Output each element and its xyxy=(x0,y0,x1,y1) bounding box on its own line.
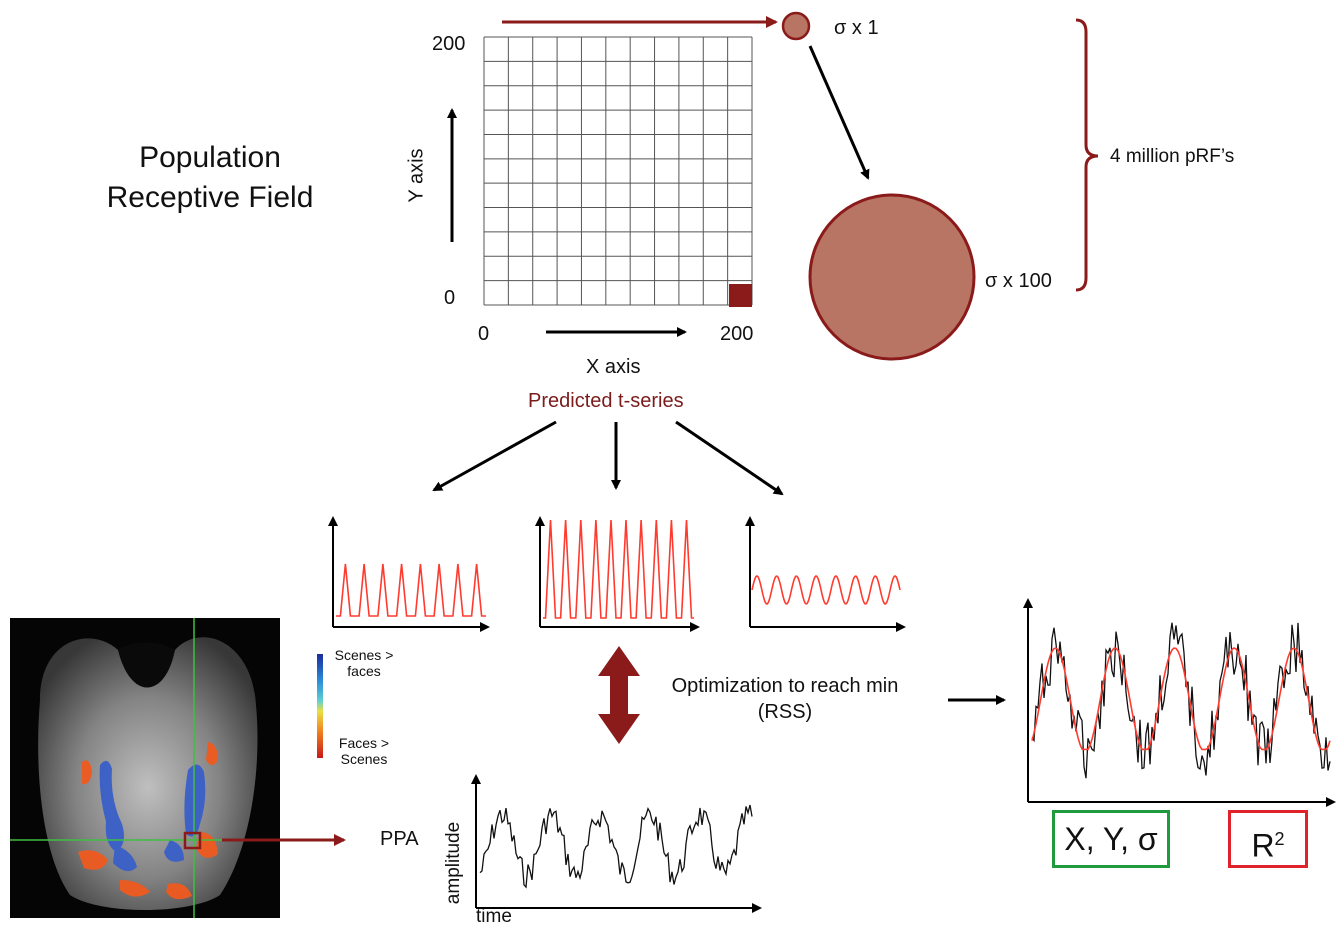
measured-plot xyxy=(471,774,762,913)
predicted-label: Predicted t-series xyxy=(528,390,684,412)
pixel-grid xyxy=(483,36,753,306)
grid-x-min: 0 xyxy=(478,323,490,345)
y-axis-label: Y axis xyxy=(405,148,428,203)
ppa-label: PPA xyxy=(380,828,419,850)
time-label: time xyxy=(476,906,512,927)
grid-x-max: 200 xyxy=(720,323,754,345)
legend-bottom: Faces > Scenes xyxy=(338,735,390,767)
arrow-right xyxy=(675,420,784,496)
grid-y-max: 200 xyxy=(432,33,466,55)
r2-sup: 2 xyxy=(1274,829,1285,849)
fit-plot xyxy=(1023,598,1336,807)
r2-base: R xyxy=(1251,827,1275,864)
legend-top: Scenes > faces xyxy=(334,647,394,679)
small-prf-disc xyxy=(781,11,811,41)
large-prf-disc xyxy=(808,193,976,361)
params-box: X, Y, σ xyxy=(1052,810,1170,868)
prediction-plot-1 xyxy=(328,516,490,632)
scale-arrow xyxy=(808,45,870,180)
sigma-small-label: σ x 1 xyxy=(834,17,879,39)
double-arrow xyxy=(598,646,640,744)
selected-pixel xyxy=(729,284,752,307)
page-title: Population Receptive Field xyxy=(106,141,314,214)
grid-y-min: 0 xyxy=(444,287,456,309)
colorbar xyxy=(317,654,323,758)
prf-count-label: 4 million pRF’s xyxy=(1110,146,1235,167)
prediction-plot-2 xyxy=(535,516,700,632)
sigma-large-label: σ x 100 xyxy=(985,270,1052,292)
r2-box: R2 xyxy=(1228,810,1308,868)
x-axis-label: X axis xyxy=(586,356,641,378)
brace xyxy=(1075,18,1099,292)
prediction-plot-3 xyxy=(745,516,906,632)
amplitude-label: amplitude xyxy=(443,821,465,905)
optimization-label: Optimization to reach min (RSS) xyxy=(671,675,899,723)
brain-image xyxy=(10,618,280,918)
arrow-left xyxy=(432,420,557,492)
